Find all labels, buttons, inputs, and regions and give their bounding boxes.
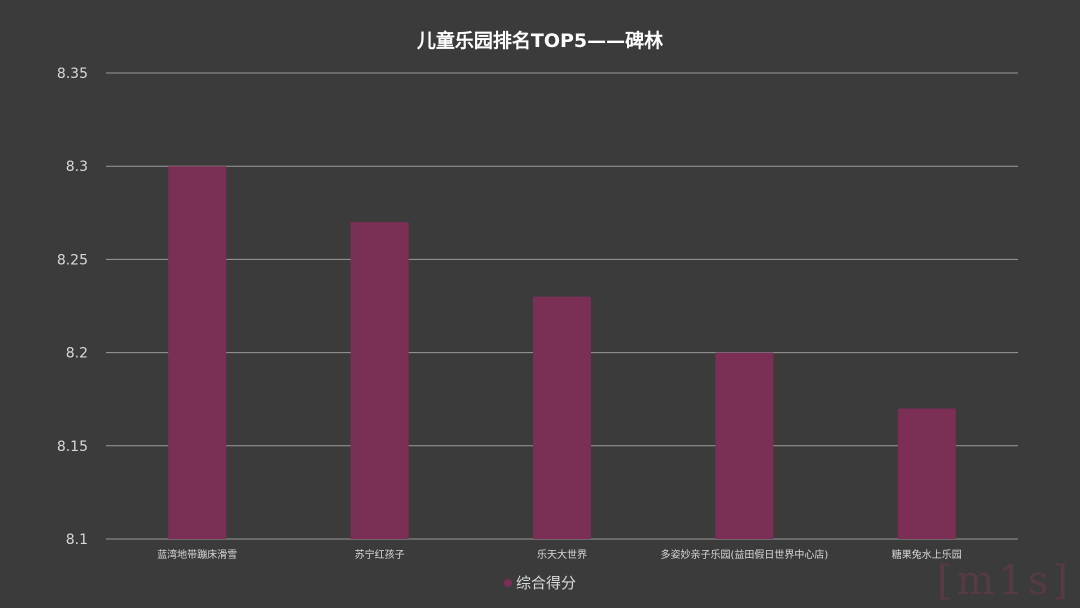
x-tick-label: 乐天大世界 xyxy=(537,548,587,561)
bar xyxy=(533,296,591,539)
y-tick-label: 8.25 xyxy=(57,252,88,268)
x-tick-label: 苏宁红孩子 xyxy=(355,548,405,561)
bar xyxy=(897,408,956,539)
bar xyxy=(350,222,409,539)
x-tick-label: 多姿妙亲子乐园(益田假日世界中心店) xyxy=(660,548,828,561)
legend-label: 综合得分 xyxy=(515,574,576,592)
legend-swatch xyxy=(503,578,512,587)
legend: 综合得分 xyxy=(0,572,1080,593)
y-axis-ticks: 8.1 8.15 8.2 8.25 8.3 8.35 xyxy=(57,66,88,548)
y-tick-label: 8.3 xyxy=(66,159,88,175)
y-tick-label: 8.2 xyxy=(66,346,88,362)
y-tick-label: 8.1 xyxy=(66,532,88,548)
bar xyxy=(168,166,227,539)
chart-title: 儿童乐园排名TOP5——碑林 xyxy=(416,30,664,52)
bars xyxy=(168,166,956,539)
x-tick-label: 蓝湾地带蹦床滑雪 xyxy=(157,548,237,561)
x-tick-label: 糖果兔水上乐园 xyxy=(892,548,962,561)
bar xyxy=(715,352,774,539)
watermark-logo: [m1s] xyxy=(936,558,1072,604)
y-tick-label: 8.15 xyxy=(57,439,88,455)
x-axis-ticks: 蓝湾地带蹦床滑雪 苏宁红孩子 乐天大世界 多姿妙亲子乐园(益田假日世界中心店) 糖果兔水… xyxy=(157,548,962,561)
y-tick-label: 8.35 xyxy=(57,66,88,82)
